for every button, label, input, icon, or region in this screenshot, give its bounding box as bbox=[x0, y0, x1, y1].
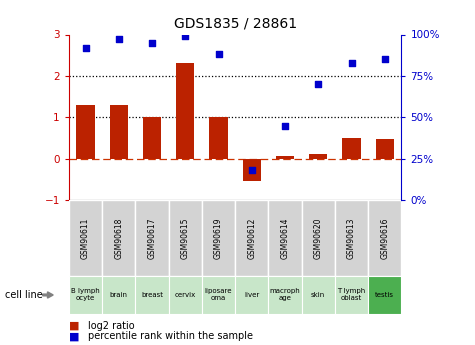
Bar bbox=[169, 276, 202, 314]
Text: GSM90619: GSM90619 bbox=[214, 217, 223, 259]
Point bbox=[215, 52, 222, 57]
Bar bbox=[335, 276, 368, 314]
Text: GSM90617: GSM90617 bbox=[148, 217, 156, 259]
Point bbox=[115, 37, 123, 42]
Bar bbox=[235, 276, 268, 314]
Point bbox=[348, 60, 355, 66]
Bar bbox=[268, 276, 302, 314]
Point bbox=[181, 33, 189, 39]
Bar bbox=[276, 156, 294, 159]
Text: GSM90615: GSM90615 bbox=[181, 217, 190, 259]
Bar bbox=[302, 200, 335, 276]
Bar bbox=[102, 276, 135, 314]
Text: GSM90614: GSM90614 bbox=[281, 217, 289, 259]
Bar bbox=[368, 200, 401, 276]
Bar bbox=[69, 200, 102, 276]
Bar bbox=[368, 276, 401, 314]
Text: testis: testis bbox=[375, 292, 394, 298]
Title: GDS1835 / 28861: GDS1835 / 28861 bbox=[173, 17, 297, 31]
Text: skin: skin bbox=[311, 292, 325, 298]
Text: liposare
oma: liposare oma bbox=[205, 288, 232, 302]
Bar bbox=[209, 117, 228, 159]
Point bbox=[381, 57, 389, 62]
Bar bbox=[176, 63, 194, 159]
Bar bbox=[202, 276, 235, 314]
Bar bbox=[76, 105, 95, 159]
Bar bbox=[268, 200, 302, 276]
Text: GSM90612: GSM90612 bbox=[247, 217, 256, 259]
Bar bbox=[143, 117, 161, 159]
Text: T lymph
oblast: T lymph oblast bbox=[337, 288, 366, 302]
Bar bbox=[135, 276, 169, 314]
Bar bbox=[342, 138, 361, 159]
Text: brain: brain bbox=[110, 292, 128, 298]
Text: cell line: cell line bbox=[5, 290, 42, 300]
Bar bbox=[235, 200, 268, 276]
Text: B lymph
ocyte: B lymph ocyte bbox=[71, 288, 100, 302]
Text: log2 ratio: log2 ratio bbox=[88, 321, 134, 331]
Text: ■: ■ bbox=[69, 321, 79, 331]
Text: GSM90616: GSM90616 bbox=[380, 217, 389, 259]
Text: ■: ■ bbox=[69, 332, 79, 341]
Bar bbox=[309, 154, 327, 159]
Text: GSM90620: GSM90620 bbox=[314, 217, 323, 259]
Text: cervix: cervix bbox=[175, 292, 196, 298]
Bar bbox=[102, 200, 135, 276]
Bar bbox=[202, 200, 235, 276]
Bar bbox=[302, 276, 335, 314]
Text: percentile rank within the sample: percentile rank within the sample bbox=[88, 332, 253, 341]
Bar bbox=[110, 105, 128, 159]
Bar bbox=[243, 159, 261, 181]
Text: liver: liver bbox=[244, 292, 259, 298]
Text: breast: breast bbox=[141, 292, 163, 298]
Point bbox=[281, 123, 289, 128]
Text: GSM90613: GSM90613 bbox=[347, 217, 356, 259]
Bar bbox=[69, 276, 102, 314]
Point bbox=[248, 168, 256, 173]
Bar bbox=[169, 200, 202, 276]
Bar bbox=[376, 139, 394, 159]
Text: GSM90611: GSM90611 bbox=[81, 217, 90, 259]
Text: macroph
age: macroph age bbox=[270, 288, 300, 302]
Text: GSM90618: GSM90618 bbox=[114, 217, 123, 259]
Bar bbox=[335, 200, 368, 276]
Point bbox=[148, 40, 156, 46]
Bar bbox=[135, 200, 169, 276]
Point bbox=[314, 81, 322, 87]
Point bbox=[82, 45, 89, 50]
